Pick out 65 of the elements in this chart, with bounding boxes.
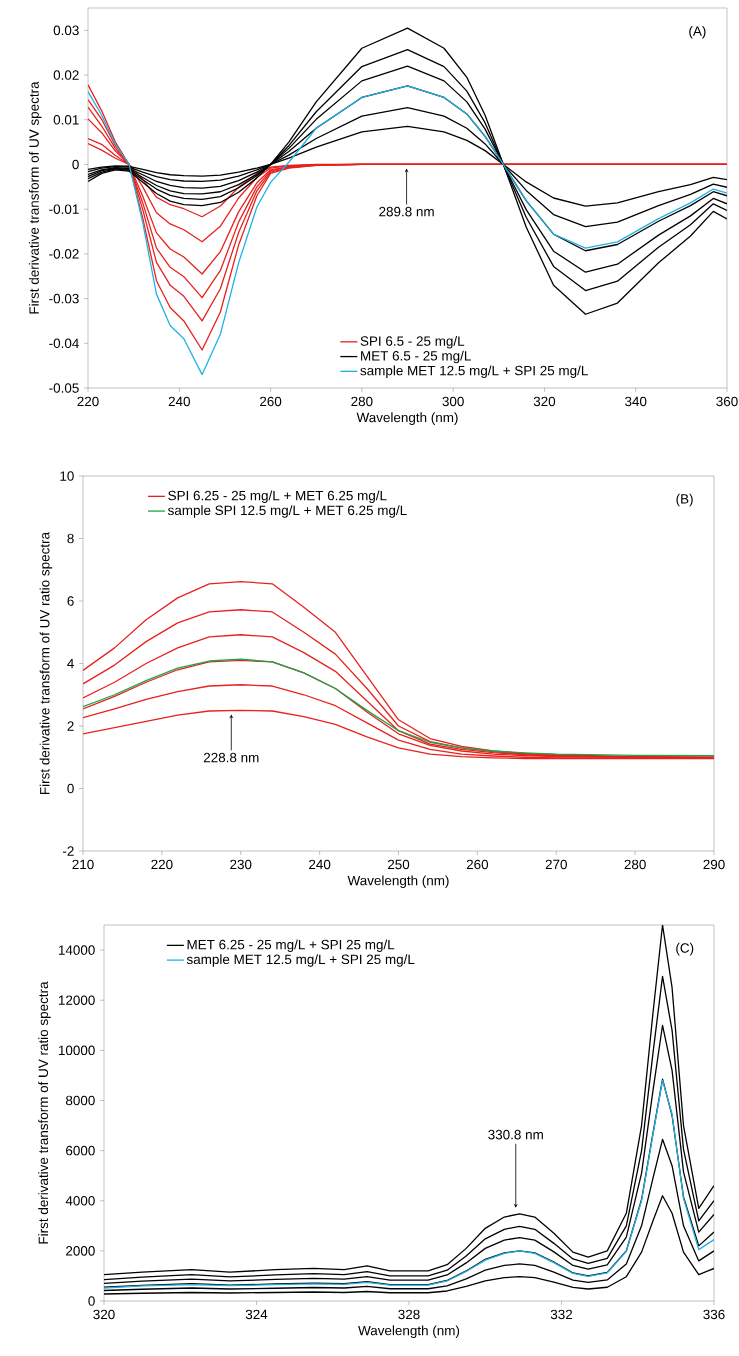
y-axis-title: First derivative transform of UV spectra [28,81,42,314]
y-tick-label: 0.01 [53,115,79,125]
x-tick-label: 324 [245,1309,268,1320]
x-tick-label: 220 [151,859,173,870]
y-tick-label: -2 [62,846,74,856]
x-tick-label: 336 [703,1309,725,1320]
y-tick-label: 0 [88,1296,95,1306]
x-tick-label: 320 [533,396,556,407]
legend-label: MET 6.5 - 25 mg/L [361,350,471,364]
annotation: (C) [676,942,694,956]
y-tick-label: 14000 [58,945,95,955]
x-tick-label: 300 [442,396,464,407]
x-tick-label: 320 [93,1309,115,1320]
y-tick-label: 0 [67,783,74,794]
legend-label: sample MET 12.5 mg/L + SPI 25 mg/L [186,954,415,967]
x-tick-label: 250 [387,859,410,870]
x-tick-label: 270 [545,859,567,870]
x-tick-label: 240 [168,396,190,407]
legend-label: SPI 6.25 - 25 mg/L + MET 6.25 mg/L [168,490,387,503]
x-tick-label: 260 [466,859,489,870]
y-tick-label: 0 [72,159,79,170]
legend-label: sample MET 12.5 mg/L + SPI 25 mg/L [360,365,588,378]
y-tick-label: 4 [67,658,74,669]
y-tick-label: 8 [67,533,74,544]
y-tick-label: 0.02 [53,70,79,80]
y-tick-label: 2 [67,721,74,731]
y-tick-label: 6 [67,596,74,606]
legend-label: MET 6.25 - 25 mg/L + SPI 25 mg/L [187,939,395,953]
annotation: (B) [676,493,693,507]
y-tick-label: 12000 [58,995,95,1005]
y-tick-label: -0.02 [49,249,79,259]
y-tick-label: 10000 [58,1045,95,1056]
y-tick-label: -0.05 [49,383,79,393]
x-tick-label: 332 [550,1309,573,1320]
y-tick-label: 6000 [66,1145,95,1156]
y-axis-title: First derivative transform of UV ratio spectra [38,981,51,1244]
x-tick-label: 290 [703,859,725,870]
y-tick-label: -0.03 [49,293,79,304]
annotation: 330.8 nm [488,1129,543,1140]
annotation: 228.8 nm [203,752,259,763]
y-tick-label: -0.01 [49,204,79,214]
y-tick-label: 8000 [65,1095,95,1106]
legend-label: sample SPI 12.5 mg/L + MET 6.25 mg/L [167,505,407,518]
x-tick-label: 260 [260,396,282,407]
y-tick-label: 0.03 [53,25,79,36]
x-tick-label: 280 [351,396,373,407]
y-tick-label: 10 [60,471,74,481]
x-axis-title: Wavelength (nm) [347,875,449,888]
x-tick-label: 240 [309,859,331,870]
y-tick-label: 4000 [65,1195,95,1206]
annotation: 289.8 nm [379,206,434,217]
legend-label: SPI 6.5 - 25 mg/L [360,335,465,349]
annotation: (A) [689,25,706,39]
x-tick-label: 210 [72,859,94,870]
x-tick-label: 360 [716,396,738,407]
x-tick-label: 328 [398,1309,420,1320]
y-tick-label: 2000 [66,1246,95,1256]
x-tick-label: 280 [624,859,646,870]
x-axis-title: Wavelength (nm) [356,412,458,425]
y-axis-title: First derivative transform of UV ratio spectra [39,531,53,794]
x-tick-label: 340 [625,396,647,407]
x-tick-label: 230 [230,859,252,870]
x-tick-label: 220 [77,396,99,407]
y-tick-label: -0.04 [49,338,79,349]
x-axis-title: Wavelength (nm) [358,1325,460,1338]
